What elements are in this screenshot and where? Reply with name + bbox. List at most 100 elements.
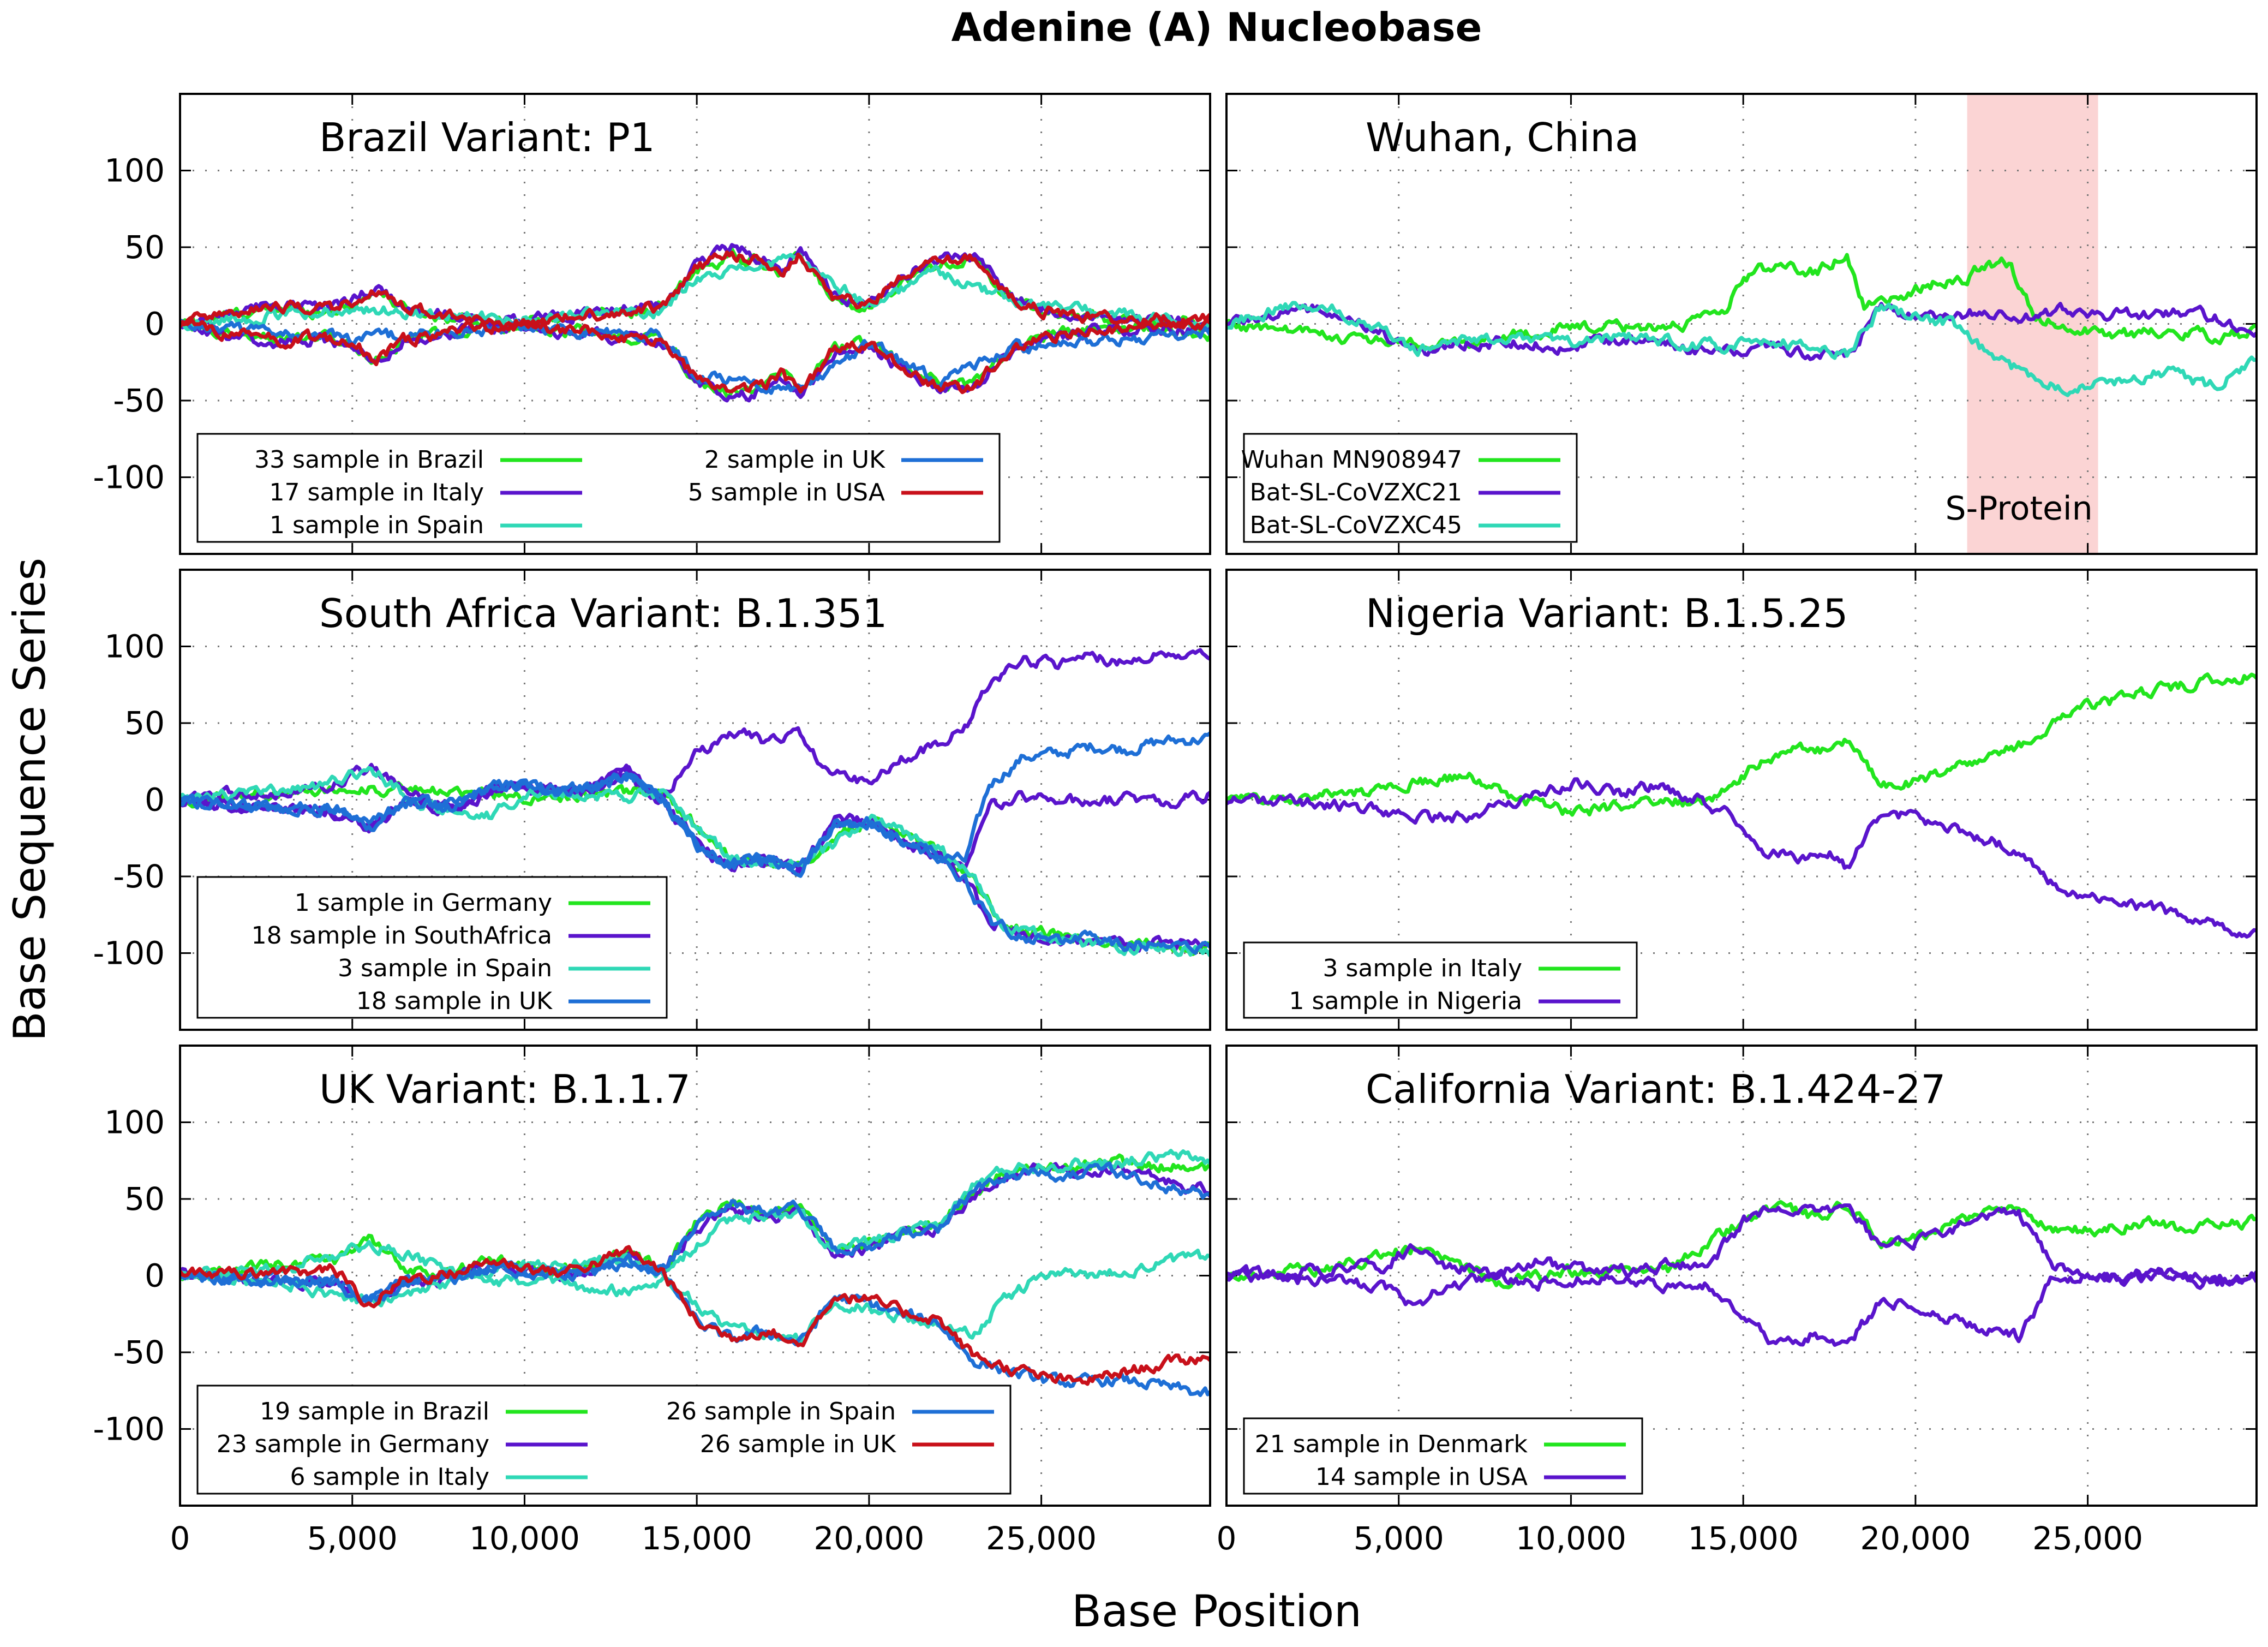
legend-label: 3 sample in Spain <box>338 954 552 982</box>
x-tick-label: 0 <box>1217 1520 1237 1557</box>
series-line-red <box>180 318 1210 395</box>
series-lines <box>180 648 1210 957</box>
x-tick-label: 20,000 <box>813 1520 924 1557</box>
y-tick-label: 50 <box>124 1180 165 1218</box>
y-axis-label: Base Sequence Series <box>4 558 55 1041</box>
series-line-blue <box>180 731 1210 878</box>
panel-frame <box>179 569 1211 1031</box>
legend-box <box>1243 1417 1643 1495</box>
series-line-red <box>180 250 1210 332</box>
x-axis-label: Base Position <box>1072 1586 1362 1637</box>
panel-title: South Africa Variant: B.1.351 <box>319 590 887 636</box>
y-tick-label: 0 <box>145 306 165 343</box>
legend-label: 3 sample in Italy <box>1323 954 1523 982</box>
legend-label: 5 sample in USA <box>688 479 885 506</box>
x-tick-label: 10,000 <box>469 1520 580 1557</box>
y-tick-label: 0 <box>145 781 165 819</box>
legend-label: 21 sample in Denmark <box>1255 1430 1528 1458</box>
y-tick-label: -100 <box>93 935 165 972</box>
y-tick-label: -50 <box>113 382 165 419</box>
panel-frame <box>179 1045 1211 1507</box>
x-tick-label: 20,000 <box>1860 1520 1971 1557</box>
series-line-green <box>1226 672 2257 817</box>
legend-label: 18 sample in UK <box>356 987 553 1015</box>
panel-title: UK Variant: B.1.1.7 <box>319 1066 691 1112</box>
legend: 3 sample in Italy 1 sample in Nigeria <box>1243 941 1638 1019</box>
y-tick-label: 100 <box>104 152 165 189</box>
figure-title: Adenine (A) Nucleobase <box>952 4 1482 50</box>
panel-title: Wuhan, China <box>1366 115 1639 160</box>
y-tick-label: -100 <box>93 1411 165 1448</box>
panel-title: California Variant: B.1.424-27 <box>1366 1066 1946 1112</box>
x-tick-label: 0 <box>170 1520 190 1557</box>
legend-label: 26 sample in Spain <box>666 1398 896 1425</box>
legend-label: Bat-SL-CoVZXC45 <box>1250 511 1462 539</box>
legend-label: 18 sample in SouthAfrica <box>252 922 552 950</box>
series-line-cyan <box>180 766 1210 957</box>
legend-label: 14 sample in USA <box>1315 1463 1528 1491</box>
series-line-purple <box>1226 777 2257 939</box>
panel-title: Brazil Variant: P1 <box>319 115 655 160</box>
chart-panel-4: Nigeria Variant: B.1.5.25 3 sample in Ita… <box>1225 569 2258 1031</box>
panel-frame <box>179 93 1211 555</box>
series-line-cyan <box>1226 301 2257 397</box>
legend-label: Wuhan MN908947 <box>1241 446 1462 474</box>
chart-panel-3: -100 -50 0 50 100 South Africa Variant: B.1.3… <box>93 569 1211 1031</box>
chart-panel-2: Wuhan, China S-Protein Wuhan MN908947 Bat-S… <box>1225 93 2258 555</box>
panel-frame <box>1225 93 2258 555</box>
series-line-purple <box>180 648 1210 813</box>
legend-box <box>196 876 668 1019</box>
series-line-blue <box>180 1161 1210 1306</box>
legend: Wuhan MN908947 Bat-SL-CoVZXC21 Bat-SL-CoVZ… <box>1241 433 1578 543</box>
x-tick-label: 25,000 <box>986 1520 1097 1557</box>
x-tick-label: 5,000 <box>1354 1520 1444 1557</box>
legend-label: 1 sample in Germany <box>295 889 552 917</box>
series-line-green <box>1226 253 2257 351</box>
series-line-cyan <box>180 253 1210 331</box>
series-lines <box>180 243 1210 403</box>
series-line-purple <box>1226 1203 2257 1286</box>
series-lines <box>1226 672 2257 939</box>
series-line-red <box>180 1245 1210 1386</box>
y-tick-label: 100 <box>104 628 165 665</box>
legend-label: 33 sample in Brazil <box>254 446 484 474</box>
panel-frame <box>1225 1045 2258 1507</box>
chart-panel-6: 0 5,000 10,000 15,000 20,000 25,000 California… <box>1217 1045 2258 1557</box>
series-lines <box>1226 253 2257 397</box>
legend-label: 17 sample in Italy <box>270 479 484 506</box>
legend-label: 1 sample in Nigeria <box>1289 987 1522 1015</box>
chart-panel-1: -100 -50 0 50 100 Brazil Variant: P1 33 sample… <box>93 93 1211 555</box>
chart-panel-5: -100 -50 0 50 100 0 5,000 10,000 15,000 20,000 25,… <box>93 1045 1211 1557</box>
series-lines <box>180 1149 1210 1397</box>
legend-label: Bat-SL-CoVZXC21 <box>1250 479 1462 506</box>
s-protein-label: S-Protein <box>1946 490 2093 528</box>
legend: 1 sample in Germany 18 sample in SouthAfr… <box>196 876 668 1019</box>
panel-frame <box>1225 569 2258 1031</box>
x-tick-label: 25,000 <box>2032 1520 2143 1557</box>
legend-box <box>196 433 1001 543</box>
s-protein-region <box>1967 94 2098 554</box>
series-line-cyan <box>180 1149 1210 1280</box>
legend: 19 sample in Brazil 23 sample in Germany 6… <box>196 1385 1012 1495</box>
series-line-cyan <box>180 1249 1210 1345</box>
x-tick-label: 10,000 <box>1516 1520 1626 1557</box>
panels: -100 -50 0 50 100 Brazil Variant: P1 33 sample… <box>93 93 2258 1557</box>
legend-label: 1 sample in Spain <box>270 511 484 539</box>
legend-label: 23 sample in Germany <box>217 1430 489 1458</box>
legend-label: 2 sample in UK <box>704 446 885 474</box>
y-tick-label: 100 <box>104 1104 165 1141</box>
x-tick-label: 15,000 <box>1688 1520 1799 1557</box>
y-tick-label: -50 <box>113 858 165 895</box>
legend-box <box>1243 941 1638 1019</box>
y-tick-label: 0 <box>145 1257 165 1294</box>
y-tick-label: 50 <box>124 705 165 742</box>
x-tick-label: 5,000 <box>307 1520 398 1557</box>
legend: 21 sample in Denmark 14 sample in USA <box>1243 1417 1643 1495</box>
legend-label: 6 sample in Italy <box>290 1463 490 1491</box>
legend-label: 19 sample in Brazil <box>260 1398 489 1425</box>
series-line-purple <box>1226 1268 2257 1347</box>
series-lines <box>1226 1200 2257 1347</box>
x-tick-label: 15,000 <box>642 1520 752 1557</box>
y-tick-label: -100 <box>93 459 165 496</box>
